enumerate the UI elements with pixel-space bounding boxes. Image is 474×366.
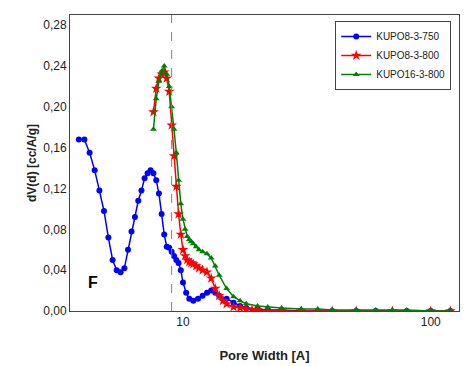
svg-text:0,04: 0,04 [43, 263, 67, 277]
svg-text:10: 10 [176, 315, 190, 329]
svg-text:dV(d) [cc/A/g]: dV(d) [cc/A/g] [25, 124, 39, 202]
svg-text:100: 100 [421, 315, 441, 329]
svg-text:0,28: 0,28 [43, 18, 67, 32]
svg-text:F: F [88, 274, 98, 291]
svg-text:0,16: 0,16 [43, 141, 67, 155]
svg-text:Pore Width [A]: Pore Width [A] [219, 348, 309, 363]
svg-text:0,12: 0,12 [43, 182, 67, 196]
svg-text:KUPO16-3-800: KUPO16-3-800 [376, 69, 445, 80]
svg-text:0,20: 0,20 [43, 100, 67, 114]
svg-text:0,08: 0,08 [43, 223, 67, 237]
svg-text:KUPO8-3-800: KUPO8-3-800 [376, 50, 439, 61]
svg-text:0,00: 0,00 [43, 304, 67, 318]
svg-text:KUPO8-3-750: KUPO8-3-750 [376, 31, 439, 42]
svg-text:0,24: 0,24 [43, 59, 67, 73]
